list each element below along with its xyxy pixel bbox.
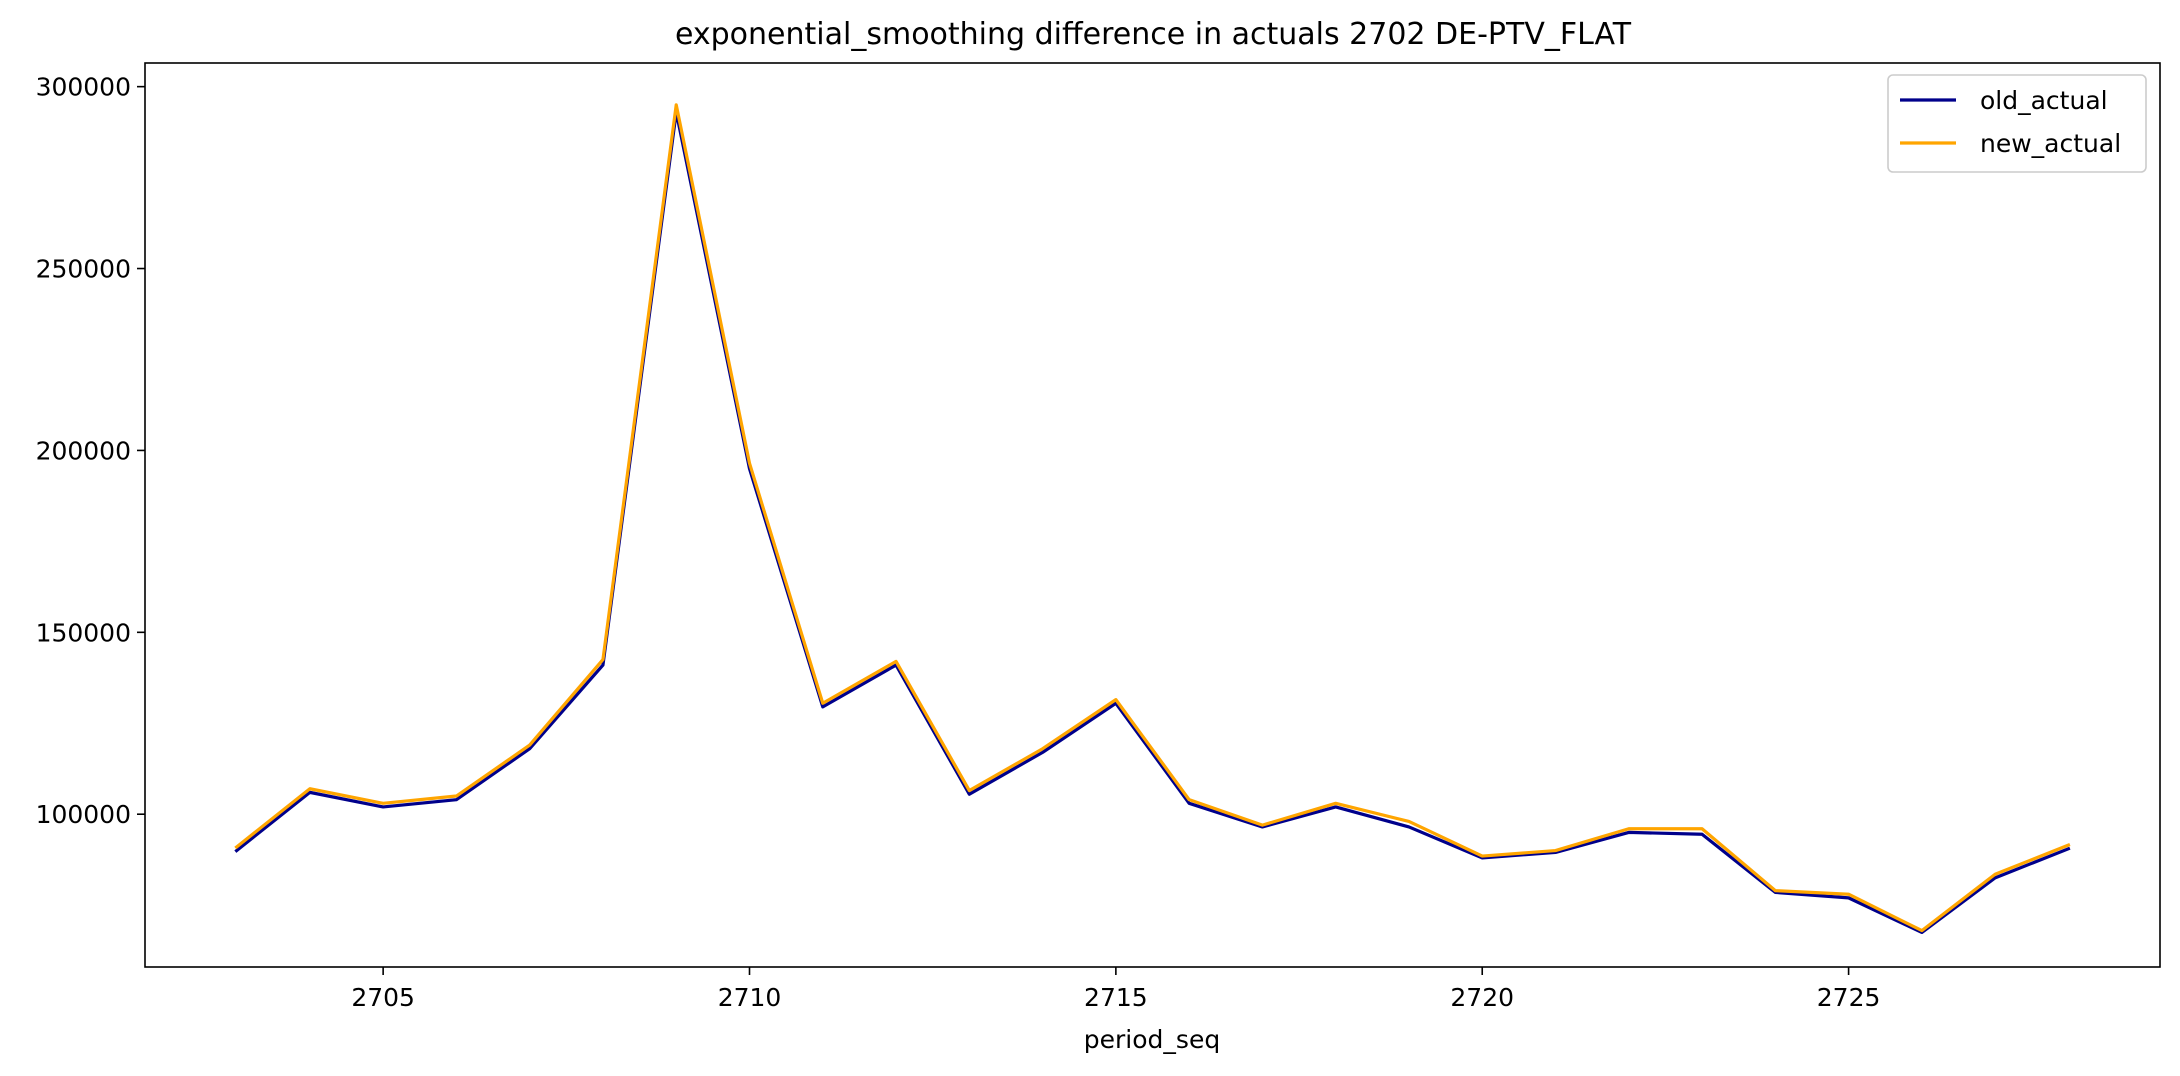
legend: old_actual new_actual [1887, 74, 2147, 173]
x-tick-label: 2715 [1084, 983, 1148, 1012]
chart-title: exponential_smoothing difference in actu… [675, 17, 1632, 52]
series-layer [234, 103, 2071, 935]
x-tick-label: 2710 [718, 983, 782, 1012]
y-axis: 100000 150000 200000 250000 300000 [36, 73, 145, 829]
y-tick-label: 300000 [36, 73, 131, 102]
plot-frame [144, 62, 2161, 968]
x-axis: 2705 2710 2715 2720 2725 [351, 967, 1880, 1012]
y-tick-label: 250000 [36, 255, 131, 284]
x-tick-label: 2720 [1450, 983, 1514, 1012]
y-tick-label: 100000 [36, 800, 131, 829]
series-line-new-actual [234, 103, 2071, 933]
x-axis-label: period_seq [1084, 1025, 1220, 1054]
x-tick-label: 2705 [351, 983, 415, 1012]
x-tick-label: 2725 [1817, 983, 1881, 1012]
y-tick-label: 200000 [36, 436, 131, 465]
legend-label-old-actual: old_actual [1980, 86, 2108, 115]
legend-label-new-actual: new_actual [1980, 129, 2121, 158]
series-line-old-actual [234, 110, 2071, 935]
y-tick-label: 150000 [36, 618, 131, 647]
